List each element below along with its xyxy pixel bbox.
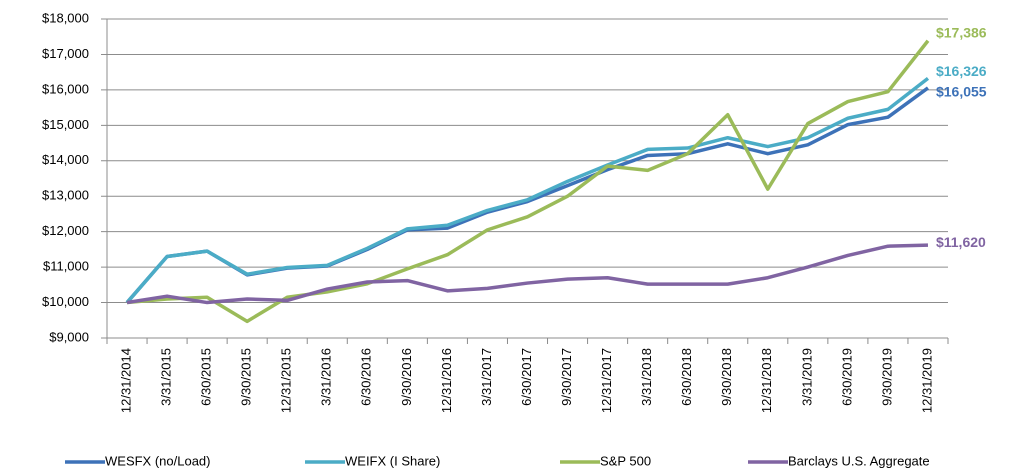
x-tick-label: 9/30/2019 bbox=[879, 348, 894, 406]
legend-label: Barclays U.S. Aggregate bbox=[788, 453, 930, 468]
x-tick-label: 9/30/2018 bbox=[719, 348, 734, 406]
y-tick-label: $14,000 bbox=[42, 152, 89, 167]
legend-label: WESFX (no/Load) bbox=[105, 453, 211, 468]
x-tick-label: 9/30/2016 bbox=[399, 348, 414, 406]
x-tick-label: 9/30/2015 bbox=[239, 348, 254, 406]
y-tick-label: $9,000 bbox=[49, 329, 89, 344]
y-tick-label: $15,000 bbox=[42, 117, 89, 132]
x-tick-label: 6/30/2016 bbox=[359, 348, 374, 406]
y-tick-label: $12,000 bbox=[42, 223, 89, 238]
value-label: $16,326 bbox=[936, 63, 987, 79]
legend-label: S&P 500 bbox=[600, 453, 651, 468]
y-tick-label: $17,000 bbox=[42, 46, 89, 61]
x-tick-label: 12/31/2015 bbox=[279, 348, 294, 413]
series-line bbox=[125, 86, 930, 304]
x-tick-label: 3/31/2015 bbox=[159, 348, 174, 406]
y-tick-label: $11,000 bbox=[43, 259, 89, 274]
x-tick-label: 12/31/2018 bbox=[759, 348, 774, 413]
y-tick-label: $18,000 bbox=[42, 10, 89, 25]
series-line bbox=[125, 76, 930, 304]
y-tick-label: $16,000 bbox=[42, 81, 89, 96]
value-label: $17,386 bbox=[936, 24, 987, 40]
x-tick-label: 6/30/2017 bbox=[519, 348, 534, 406]
x-tick-label: 6/30/2015 bbox=[199, 348, 214, 406]
legend-label: WEIFX (I Share) bbox=[345, 453, 440, 468]
x-tick-label: 9/30/2017 bbox=[559, 348, 574, 406]
x-tick-label: 3/31/2018 bbox=[639, 348, 654, 406]
x-tick-label: 6/30/2019 bbox=[839, 348, 854, 406]
value-label: $11,620 bbox=[936, 234, 986, 250]
x-tick-label: 6/30/2018 bbox=[679, 348, 694, 406]
x-tick-label: 12/31/2019 bbox=[919, 348, 934, 413]
x-tick-label: 12/31/2017 bbox=[599, 348, 614, 413]
x-tick-label: 3/31/2017 bbox=[479, 348, 494, 406]
series-line bbox=[126, 243, 929, 305]
y-tick-label: $13,000 bbox=[42, 188, 89, 203]
value-label: $16,055 bbox=[936, 84, 987, 100]
x-tick-label: 12/31/2014 bbox=[118, 348, 133, 413]
x-tick-label: 12/31/2016 bbox=[439, 348, 454, 413]
x-tick-label: 3/31/2019 bbox=[799, 348, 814, 406]
series-line bbox=[126, 39, 930, 324]
x-tick-label: 3/31/2016 bbox=[319, 348, 334, 406]
y-tick-label: $10,000 bbox=[42, 294, 89, 309]
